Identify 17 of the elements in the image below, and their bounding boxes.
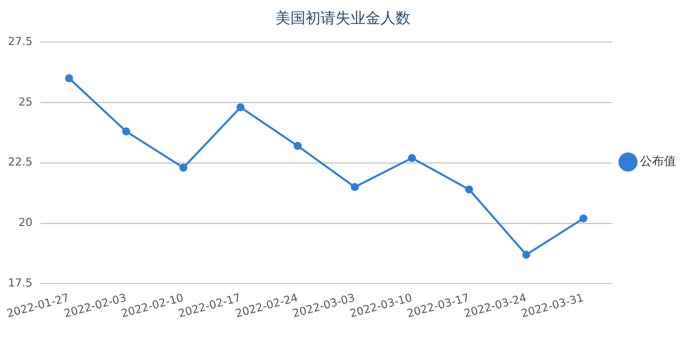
point: [236, 103, 245, 112]
y-tick-label: 22.5: [8, 156, 32, 169]
y-tick-label: 17.5: [8, 276, 32, 290]
y-tick-label: 20: [18, 216, 32, 230]
point: [522, 250, 530, 259]
point: [465, 185, 474, 194]
point: [65, 74, 74, 82]
legend-label: 公布值: [640, 154, 676, 168]
y-tick-label: 27.5: [8, 34, 32, 48]
point: [122, 127, 130, 136]
chart-title: 美国初请失业金人数: [276, 8, 410, 27]
y-tick-label: 25: [18, 95, 32, 108]
point: [179, 164, 188, 172]
point: [350, 183, 359, 192]
point: [408, 154, 416, 162]
point: [294, 142, 302, 150]
point: [579, 214, 588, 222]
